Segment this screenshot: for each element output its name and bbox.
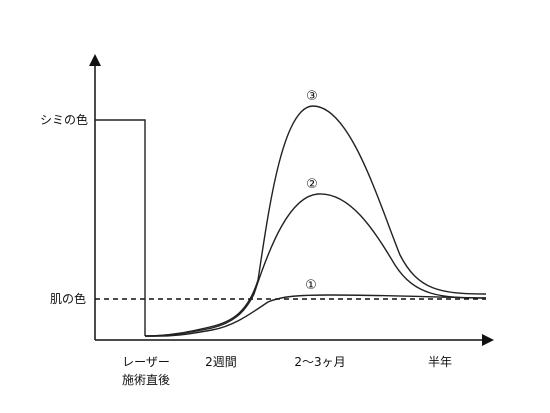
x-label-laser-line2: 施術直後 xyxy=(122,373,170,387)
x-label-laser-line1: レーザー xyxy=(122,355,170,369)
curve-2-label: ② xyxy=(306,177,318,192)
curve-2 xyxy=(144,193,487,337)
curve-3-label: ③ xyxy=(306,89,318,104)
curve-1-label: ① xyxy=(305,278,317,293)
spot-color-step-line xyxy=(95,119,146,336)
x-label-2weeks: 2週間 xyxy=(205,355,237,369)
curve-1 xyxy=(144,294,487,337)
curve-3 xyxy=(144,105,487,337)
x-label-half-year: 半年 xyxy=(428,355,452,369)
x-label-2-3months: 2～3ヶ月 xyxy=(294,355,345,369)
skin-color-label: 肌の色 xyxy=(50,292,86,306)
spot-color-label: シミの色 xyxy=(40,113,88,127)
